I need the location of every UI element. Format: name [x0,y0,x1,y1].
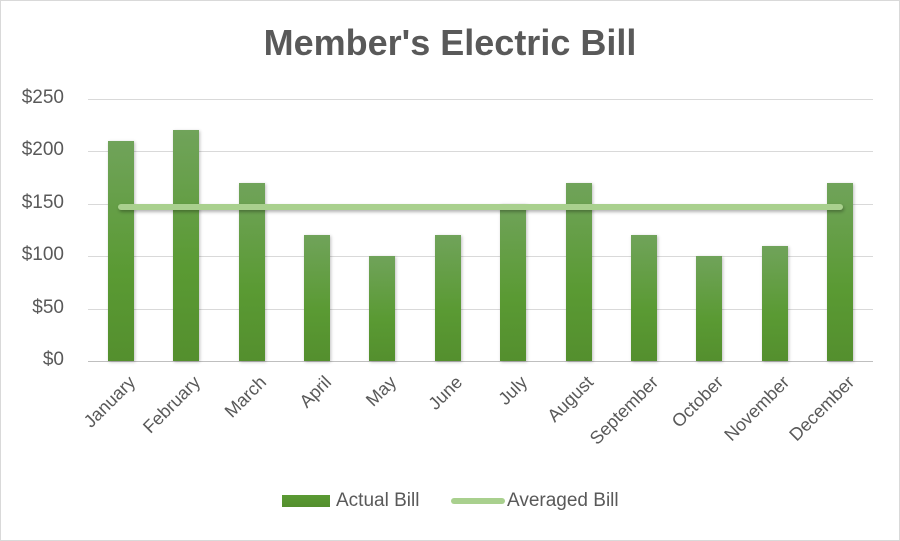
bar-july [500,203,527,361]
y-tick-label: $200 [21,139,64,161]
bar-december [827,182,854,361]
line-swatch-icon [451,498,505,504]
average-line [117,204,844,211]
bar-november [761,245,788,361]
gridline [88,361,873,362]
gridline [88,308,873,310]
gridline [88,151,873,153]
bar-january [107,140,134,361]
legend: Actual Bill Averaged Bill [0,490,900,516]
bar-swatch-icon [282,495,330,507]
legend-label-actual: Actual Bill [336,490,420,511]
chart-title: Member's Electric Bill [263,22,637,63]
legend-item-actual: Actual Bill [282,490,419,512]
bar-february [173,130,200,361]
gridline [88,256,873,258]
bar-october [696,256,723,361]
bar-june [434,235,461,361]
legend-label-averaged: Averaged Bill [507,490,619,511]
legend-item-averaged: Averaged Bill [451,490,619,512]
y-tick-label: $0 [42,349,64,370]
bar-august [565,182,592,361]
y-tick-label: $150 [21,191,64,213]
bar-september [631,235,658,361]
y-tick-label: $250 [21,87,64,108]
y-tick-label: $50 [32,296,64,318]
y-tick-label: $100 [21,244,64,266]
bar-april [303,235,330,361]
bar-march [238,182,265,361]
bar-may [369,256,396,361]
gridline [88,99,873,100]
